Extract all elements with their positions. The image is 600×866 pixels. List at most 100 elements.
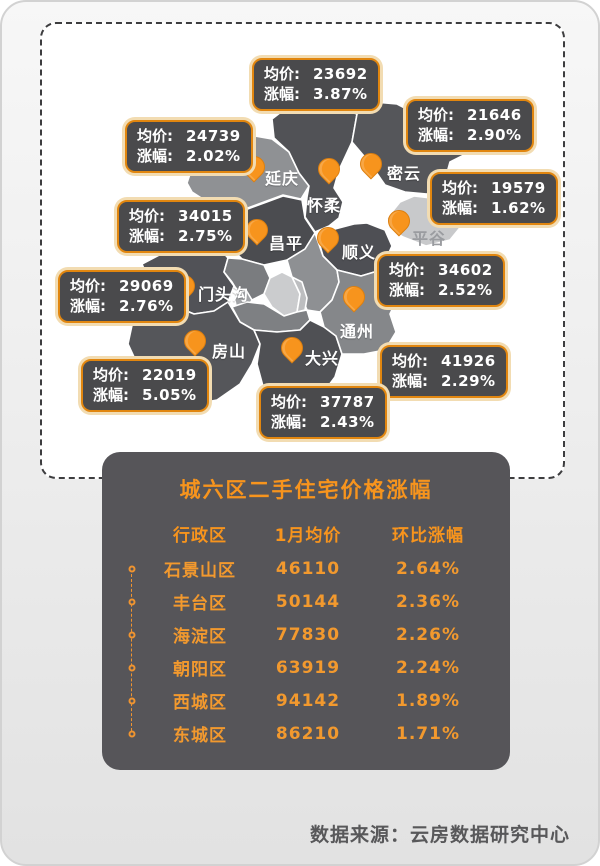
- avg-price-label: 均价:: [442, 179, 478, 197]
- change-label: 涨幅:: [418, 126, 454, 144]
- table-title: 城六区二手住宅价格涨幅: [179, 478, 433, 502]
- change-value: 2.52%: [438, 281, 493, 299]
- row-district: 石景山区: [164, 561, 236, 581]
- district-label-tongzhou: 通州: [340, 322, 375, 341]
- callout-yanqing: 均价: 24739 涨幅: 2.02%: [125, 120, 253, 173]
- change-label: 涨幅:: [93, 386, 129, 404]
- callout-huairou: 均价: 23692 涨幅: 3.87%: [252, 58, 380, 111]
- district-label-mentougou: 门头沟: [198, 285, 250, 304]
- change-label: 涨幅:: [442, 199, 478, 217]
- district-label-shunyi: 顺义: [342, 243, 377, 262]
- avg-price-label: 均价:: [389, 261, 425, 279]
- change-label: 涨幅:: [264, 85, 300, 103]
- callout-pinggu: 均价: 19579 涨幅: 1.62%: [430, 172, 558, 225]
- avg-price-value: 22019: [142, 366, 197, 384]
- row-district: 西城区: [173, 693, 227, 713]
- timeline-dot-icon: [112, 585, 152, 618]
- change-label: 涨幅:: [389, 281, 425, 299]
- change-value: 2.29%: [441, 372, 496, 390]
- table-header-row: 行政区 1月均价 环比涨幅: [102, 520, 510, 546]
- avg-price-value: 34602: [438, 261, 493, 279]
- avg-price-value: 19579: [491, 179, 546, 197]
- avg-price-value: 37787: [320, 393, 375, 411]
- change-label: 涨幅:: [137, 147, 173, 165]
- change-label: 涨幅:: [129, 227, 165, 245]
- district-label-changping: 昌平: [269, 234, 304, 253]
- avg-price-value: 21646: [467, 106, 522, 124]
- row-district: 海淀区: [173, 627, 227, 647]
- table-row: 东城区 86210 1.71%: [102, 717, 510, 750]
- row-change: 2.64%: [396, 558, 460, 579]
- district-label-yanqing: 延庆: [265, 169, 300, 188]
- change-label: 涨幅:: [392, 372, 428, 390]
- avg-price-value: 29069: [119, 277, 174, 295]
- change-value: 2.90%: [467, 126, 522, 144]
- change-value: 2.76%: [119, 297, 174, 315]
- row-avg-price: 94142: [275, 690, 341, 711]
- city-six-districts-table: 城六区二手住宅价格涨幅 行政区 1月均价 环比涨幅 石景山区 46110 2.6…: [102, 452, 510, 770]
- change-value: 2.75%: [178, 227, 233, 245]
- avg-price-label: 均价:: [93, 366, 129, 384]
- row-change: 2.36%: [396, 591, 460, 612]
- change-label: 涨幅:: [271, 413, 307, 431]
- change-value: 5.05%: [142, 386, 197, 404]
- table-row: 朝阳区 63919 2.24%: [102, 651, 510, 684]
- row-avg-price: 50144: [275, 591, 341, 612]
- table-rows: 石景山区 46110 2.64% 丰台区 50144 2.36% 海淀区 778…: [102, 552, 510, 750]
- change-label: 涨幅:: [70, 297, 106, 315]
- avg-price-label: 均价:: [418, 106, 454, 124]
- row-avg-price: 86210: [275, 723, 341, 744]
- row-district: 东城区: [173, 726, 227, 746]
- district-label-daxing: 大兴: [305, 349, 340, 368]
- row-change: 2.26%: [396, 624, 460, 645]
- avg-price-label: 均价:: [129, 207, 165, 225]
- avg-price-label: 均价:: [137, 127, 173, 145]
- callout-daxing: 均价: 37787 涨幅: 2.43%: [259, 386, 387, 439]
- row-district: 朝阳区: [173, 660, 227, 680]
- district-label-miyun: 密云: [387, 164, 422, 183]
- timeline-dot-icon: [112, 684, 152, 717]
- timeline-connector: [131, 569, 132, 736]
- district-label-pinggu: 平谷: [412, 229, 447, 248]
- avg-price-value: 41926: [441, 352, 496, 370]
- timeline-dot-icon: [112, 618, 152, 651]
- table-row: 石景山区 46110 2.64%: [102, 552, 510, 585]
- avg-price-value: 24739: [186, 127, 241, 145]
- header-district: 行政区: [173, 525, 227, 546]
- timeline-dot-icon: [112, 552, 152, 585]
- data-source-text: 数据来源：云房数据研究中心: [309, 824, 570, 846]
- avg-price-label: 均价:: [392, 352, 428, 370]
- timeline-dot-icon: [112, 651, 152, 684]
- change-value: 3.87%: [313, 85, 368, 103]
- district-label-fangshan: 房山: [212, 342, 247, 361]
- row-avg-price: 63919: [275, 657, 341, 678]
- table-row: 海淀区 77830 2.26%: [102, 618, 510, 651]
- change-value: 2.43%: [320, 413, 375, 431]
- callout-mentougou: 均价: 29069 涨幅: 2.76%: [58, 270, 186, 323]
- row-avg-price: 77830: [275, 624, 341, 645]
- row-change: 2.24%: [396, 657, 460, 678]
- table-row: 西城区 94142 1.89%: [102, 684, 510, 717]
- row-change: 1.71%: [396, 723, 460, 744]
- row-change: 1.89%: [396, 690, 460, 711]
- change-value: 2.02%: [186, 147, 241, 165]
- avg-price-value: 23692: [313, 65, 368, 83]
- row-district: 丰台区: [173, 594, 227, 614]
- avg-price-label: 均价:: [70, 277, 106, 295]
- callout-changping: 均价: 34015 涨幅: 2.75%: [117, 200, 245, 253]
- header-avg-price: 1月均价: [274, 525, 342, 546]
- callout-shunyi: 均价: 34602 涨幅: 2.52%: [377, 254, 505, 307]
- district-label-huairou: 怀柔: [307, 196, 342, 215]
- table-row: 丰台区 50144 2.36%: [102, 585, 510, 618]
- timeline-dot-icon: [112, 717, 152, 750]
- avg-price-label: 均价:: [271, 393, 307, 411]
- change-value: 1.62%: [491, 199, 546, 217]
- avg-price-label: 均价:: [264, 65, 300, 83]
- callout-fangshan: 均价: 22019 涨幅: 5.05%: [81, 359, 209, 412]
- callout-tongzhou: 均价: 41926 涨幅: 2.29%: [380, 345, 508, 398]
- avg-price-value: 34015: [178, 207, 233, 225]
- callout-miyun: 均价: 21646 涨幅: 2.90%: [406, 99, 534, 152]
- header-change: 环比涨幅: [392, 525, 464, 546]
- row-avg-price: 46110: [275, 558, 341, 579]
